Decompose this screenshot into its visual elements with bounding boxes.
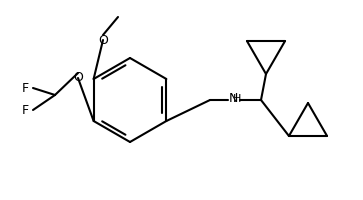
Text: F: F [22, 104, 29, 117]
Text: F: F [22, 82, 29, 95]
Text: H: H [233, 94, 241, 103]
Text: O: O [98, 33, 108, 46]
Text: N: N [229, 92, 238, 105]
Text: O: O [73, 71, 83, 84]
